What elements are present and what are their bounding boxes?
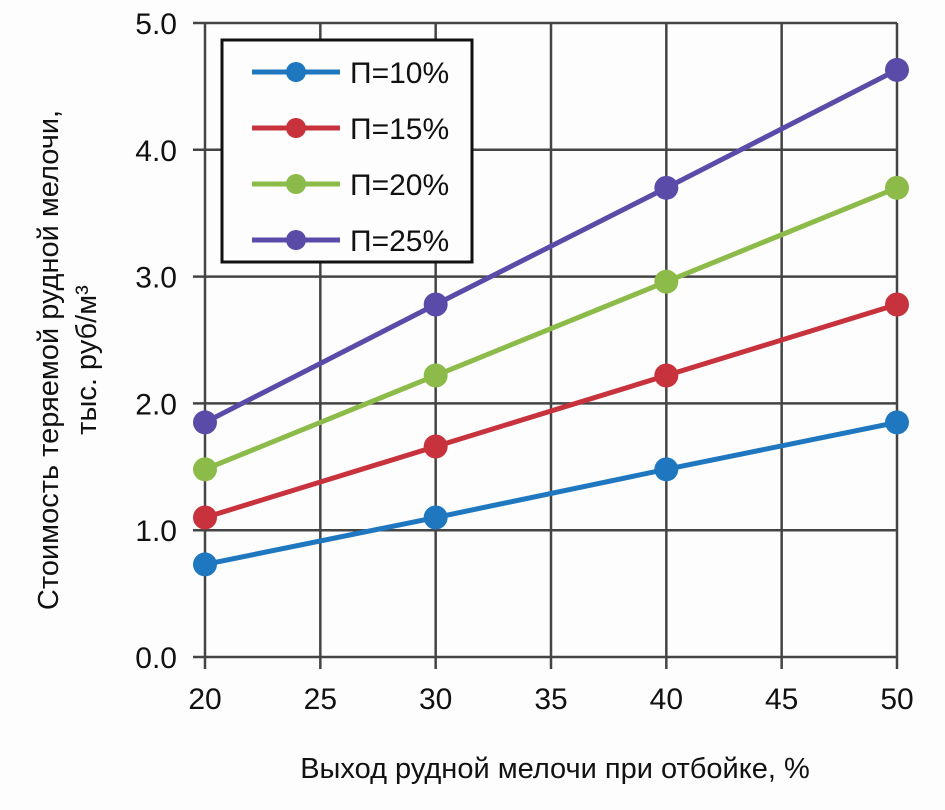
series-line xyxy=(204,302,898,520)
legend-item: П=15% xyxy=(252,113,449,146)
data-point-marker xyxy=(423,434,448,459)
legend-label: П=15% xyxy=(350,113,449,146)
data-point-marker xyxy=(423,363,448,388)
data-point-marker xyxy=(885,175,909,200)
axes: 20 25 30 35 40 45 50 0.0 1.0 2.0 3.0 4.0 5.0 xyxy=(135,8,913,716)
y-tick-label: 5.0 xyxy=(135,8,177,41)
data-point-marker xyxy=(654,175,679,200)
legend-marker-icon xyxy=(286,174,306,194)
legend-label: П=20% xyxy=(350,169,449,202)
y-axis-title-line2: тыс. руб/м³ xyxy=(71,285,103,435)
series-line xyxy=(203,67,899,425)
data-point-marker xyxy=(654,269,679,294)
x-tick-label: 50 xyxy=(880,683,913,716)
series-2 xyxy=(193,292,909,530)
data-point-marker xyxy=(885,57,909,82)
data-point-marker xyxy=(654,363,679,388)
legend-item: П=20% xyxy=(252,169,449,202)
data-point-marker xyxy=(193,410,217,435)
x-tick-label: 25 xyxy=(304,683,337,716)
x-axis-title: Выход рудной мелочи при отбойке, % xyxy=(300,753,810,785)
data-point-marker xyxy=(193,457,217,482)
x-tick-label: 20 xyxy=(188,683,221,716)
data-point-marker xyxy=(423,292,448,317)
data-point-marker xyxy=(885,292,909,317)
legend-marker-icon xyxy=(286,230,306,250)
legend-marker-icon xyxy=(286,118,306,138)
series-4 xyxy=(193,57,909,435)
legend-item: П=25% xyxy=(252,225,449,258)
series-3 xyxy=(193,175,909,482)
legend-item: П=10% xyxy=(252,57,449,90)
data-point-marker xyxy=(193,505,217,530)
data-point-marker xyxy=(885,410,909,435)
x-tick-label: 35 xyxy=(534,683,567,716)
legend-box xyxy=(220,38,474,264)
y-tick-label: 2.0 xyxy=(135,388,177,421)
legend-marker-icon xyxy=(286,62,306,82)
legend: П=10% П=15% П=20% П=25% xyxy=(220,38,474,264)
x-tick-label: 30 xyxy=(419,683,452,716)
y-tick-label: 4.0 xyxy=(135,135,177,168)
data-series xyxy=(193,57,909,577)
y-axis-title-line1: Стоимость теряемой рудной мелочи, xyxy=(33,110,65,610)
legend-label: П=25% xyxy=(350,225,449,258)
data-point-marker xyxy=(193,552,217,577)
y-tick-label: 3.0 xyxy=(135,262,177,295)
y-tick-label: 1.0 xyxy=(135,515,177,548)
x-tick-label: 40 xyxy=(650,683,683,716)
data-point-marker xyxy=(423,505,448,530)
x-tick-label: 45 xyxy=(765,683,798,716)
data-point-marker xyxy=(654,457,679,482)
series-1 xyxy=(193,410,909,577)
series-line xyxy=(204,185,898,472)
legend-label: П=10% xyxy=(350,57,449,90)
y-tick-label: 0.0 xyxy=(135,642,177,675)
series-line xyxy=(204,419,898,567)
